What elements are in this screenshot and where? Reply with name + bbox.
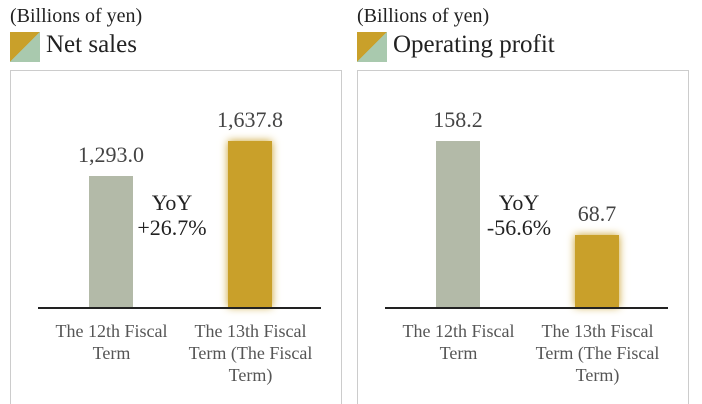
category-label: The 13th Fiscal Term (The Fiscal Term) <box>535 321 660 385</box>
chart-frame <box>357 70 689 404</box>
chart-frame <box>10 70 342 404</box>
category-label: The 13th Fiscal Term (The Fiscal Term) <box>188 321 313 385</box>
category-label: The 12th Fiscal Term <box>402 321 515 363</box>
bar <box>228 141 272 307</box>
value-label: 1,637.8 <box>217 107 283 132</box>
baseline <box>385 307 668 309</box>
legend-icon <box>357 32 387 62</box>
annotation: YoY <box>498 190 540 215</box>
value-label: 158.2 <box>433 107 483 132</box>
bar <box>436 141 480 307</box>
unit-label: (Billions of yen) <box>357 5 490 27</box>
value-label: 68.7 <box>577 200 617 226</box>
chart-title: Operating profit <box>393 31 555 58</box>
baseline <box>38 307 321 309</box>
annotation: YoY <box>151 190 193 215</box>
chart-title: Net sales <box>46 31 137 58</box>
legend-icon <box>10 32 40 62</box>
unit-label: (Billions of yen) <box>10 5 143 27</box>
annotation: +26.7% <box>137 215 207 240</box>
annotation: -56.6% <box>486 215 552 240</box>
bar <box>89 175 133 307</box>
bar <box>575 234 619 307</box>
value-label: 1,293.0 <box>78 141 144 167</box>
category-label: The 12th Fiscal Term <box>55 321 168 363</box>
